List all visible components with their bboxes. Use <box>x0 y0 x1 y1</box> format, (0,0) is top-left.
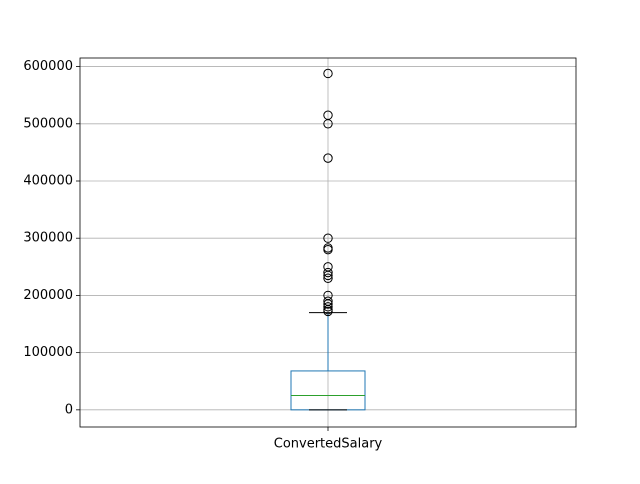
outlier-point <box>323 110 333 120</box>
y-tick-label: 200000 <box>23 288 73 303</box>
y-tick-label: 100000 <box>23 345 73 360</box>
outlier-point <box>323 302 333 312</box>
y-tick-label: 300000 <box>23 231 73 246</box>
y-tick-label: 400000 <box>23 174 73 189</box>
y-tick-label: 500000 <box>23 116 73 131</box>
y-tick-label: 600000 <box>23 59 73 74</box>
outlier-point <box>323 68 333 79</box>
outlier-point <box>323 273 333 283</box>
y-tick-label: 0 <box>65 402 73 417</box>
outlier-layer <box>323 68 333 317</box>
outlier-point <box>323 267 333 278</box>
outlier-point <box>323 243 333 253</box>
grid-layer <box>80 58 576 427</box>
outlier-point <box>323 296 333 306</box>
x-tick-label: ConvertedSalary <box>274 437 383 452</box>
outlier-point <box>323 290 333 301</box>
outlier-point <box>323 153 333 163</box>
box-layer <box>290 312 366 411</box>
axes-layer: 0 100000 200000 300000 400000 500000 600000 Con… <box>23 57 577 452</box>
outlier-point <box>323 233 333 243</box>
outlier-point <box>323 262 333 272</box>
